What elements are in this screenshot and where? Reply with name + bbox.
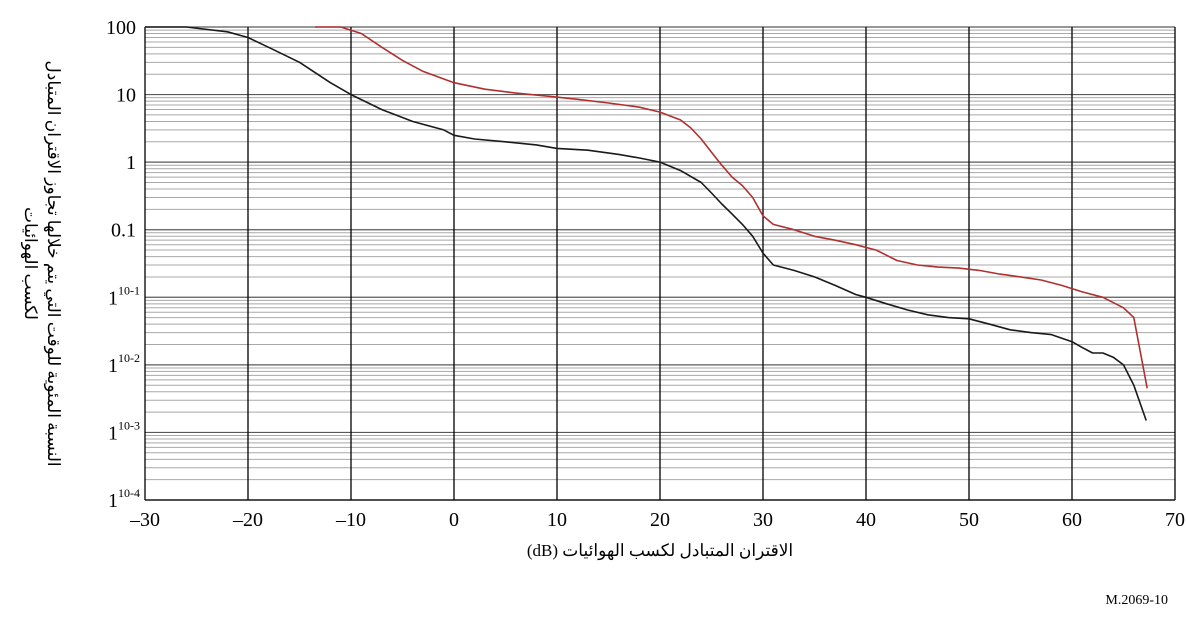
y-tick-label: 110-4	[108, 486, 140, 512]
figure-code: M.2069-10	[1105, 593, 1168, 608]
y-tick-label: 110-2	[108, 351, 140, 377]
x-tick-label: –20	[232, 509, 263, 531]
x-tick-label: 70	[1165, 509, 1185, 531]
y-tick-label: 110-3	[108, 418, 140, 444]
x-tick-label: –10	[335, 509, 366, 531]
x-tick-label: 10	[547, 509, 567, 531]
y-tick-label: 0.1	[111, 220, 136, 242]
y-tick-label: 110-1	[108, 283, 140, 309]
y-axis-title-line-1: النسبة المئوية للوقت التي يتم خلالها تجا…	[43, 60, 63, 466]
series-line-1	[145, 26, 1147, 421]
y-tick-labels: 100 10 1 0.1 110-1 110-2 110-3 110-4	[106, 17, 140, 512]
x-tick-label: 0	[449, 509, 459, 531]
x-axis-title: الاقتران المتبادل لكسب الهوائيات (dB)	[527, 541, 793, 561]
y-axis-title-line-2: لكسب الهوائيات	[20, 207, 40, 320]
y-tick-label: 1	[126, 152, 136, 174]
x-tick-labels: –30 –20 –10 0 10 20 30 40 50 60 70	[129, 509, 1185, 531]
y-tick-label: 10	[116, 85, 136, 107]
x-tick-label: 30	[753, 509, 773, 531]
x-tick-label: 50	[959, 509, 979, 531]
x-tick-label: 60	[1062, 509, 1082, 531]
series-line-2	[315, 26, 1148, 389]
series-lines	[145, 26, 1148, 421]
major-gridlines	[144, 26, 1176, 501]
x-tick-label: –30	[129, 509, 160, 531]
x-tick-label: 40	[856, 509, 876, 531]
y-tick-label: 100	[106, 17, 136, 39]
x-tick-label: 20	[650, 509, 670, 531]
